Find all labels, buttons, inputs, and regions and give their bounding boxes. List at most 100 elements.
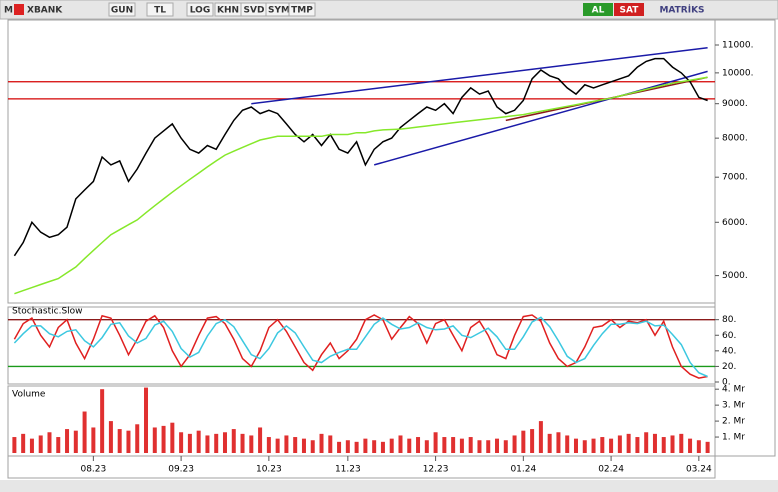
toolbar-button[interactable]: LOG [190, 6, 210, 16]
volume-bar [91, 427, 96, 453]
volume-bar [688, 438, 693, 453]
x-tick-label: 11.23 [335, 465, 361, 475]
volume-bar [372, 440, 377, 453]
toolbar-button[interactable]: SVD [244, 6, 265, 16]
trend-line [251, 46, 708, 105]
volume-bar [73, 430, 78, 453]
panel-title: Stochastic.Slow [12, 307, 83, 317]
volume-bar [670, 435, 675, 453]
volume-bar [29, 438, 34, 453]
volume-bar [328, 435, 333, 453]
series-line [13, 57, 708, 257]
volume-bar [495, 438, 500, 453]
volume-bar [486, 440, 491, 453]
volume-bar [617, 435, 622, 453]
buy-button[interactable]: AL [592, 6, 605, 16]
volume-bar [196, 430, 201, 453]
y-tick-label: 11000. [722, 41, 754, 51]
volume-bar [108, 421, 113, 453]
volume-bar [144, 387, 149, 453]
volume-bar [275, 438, 280, 453]
volume-bar [389, 438, 394, 453]
value-axis [714, 19, 776, 457]
symbol[interactable]: XBANK [27, 6, 63, 16]
volume-bar [126, 430, 131, 453]
y-tick-label: 4. Mr [722, 385, 745, 395]
volume-bar [152, 427, 157, 453]
y-tick-label: 2. Mr [722, 417, 745, 427]
volume-bar [187, 433, 192, 453]
trend-line [373, 70, 708, 166]
volume-bar [222, 432, 227, 453]
volume-bar [65, 429, 70, 453]
volume-bar [266, 437, 271, 453]
volume-bar [135, 424, 140, 453]
y-tick-label: 20. [722, 362, 736, 372]
volume-bar [424, 440, 429, 453]
volume-bar [538, 421, 543, 453]
volume-bar [117, 429, 122, 453]
toolbar-button-bg [288, 2, 316, 17]
y-tick-label: 9000. [722, 99, 748, 109]
scrollbar[interactable] [0, 480, 778, 492]
y-tick-label: 5000. [722, 271, 748, 281]
sell-button[interactable]: SAT [620, 6, 640, 16]
volume-bar [56, 437, 61, 453]
x-tick-label: 01.24 [510, 465, 536, 475]
volume-bar [345, 440, 350, 453]
volume-bar [600, 437, 605, 453]
toolbar-button[interactable]: SYM [268, 6, 290, 16]
volume-bar [293, 437, 298, 453]
toolbar-button-bg [146, 2, 174, 17]
volume-bar [556, 432, 561, 453]
volume-bar [380, 441, 385, 453]
volume-bar [100, 389, 105, 453]
volume-bar [512, 435, 517, 453]
volume-bar [635, 437, 640, 453]
volume-bar [47, 432, 52, 453]
volume-bar [696, 440, 701, 453]
volume-bar [301, 438, 306, 453]
toolbar-button[interactable]: TMP [291, 6, 313, 16]
volume-bar [82, 411, 87, 453]
series-line [14, 76, 708, 295]
y-tick-label: 40. [722, 346, 736, 356]
buy-button-bg [583, 3, 613, 16]
volume-bar [407, 438, 412, 453]
symbol-icon [14, 4, 24, 15]
volume-bar [416, 437, 421, 453]
series-line [13, 316, 708, 378]
volume-bar [530, 429, 535, 453]
volume-bar [319, 433, 324, 453]
toolbar-button[interactable]: TL [154, 6, 166, 16]
toolbar-button[interactable]: GUN [111, 6, 133, 16]
series-line [13, 314, 708, 379]
volume-bar [38, 435, 43, 453]
volume-bar [451, 437, 456, 453]
x-tick-label: 08.23 [80, 465, 106, 475]
volume-bar [591, 438, 596, 453]
volume-bar [565, 435, 570, 453]
toolbar-button[interactable]: KHN [217, 6, 239, 16]
y-tick-label: 7000. [722, 173, 748, 183]
volume-bar [626, 433, 631, 453]
volume-bar [205, 435, 210, 453]
y-tick-label: 6000. [722, 218, 748, 228]
volume-bar [161, 425, 166, 453]
volume-bar [582, 440, 587, 453]
logo: M [4, 6, 13, 16]
volume-bar [258, 427, 263, 453]
y-tick-label: 8000. [722, 134, 748, 144]
volume-bar [240, 433, 245, 453]
volume-bar [21, 433, 26, 453]
x-tick-label: 02.24 [598, 465, 624, 475]
x-tick-label: 10.23 [256, 465, 282, 475]
toolbar-button-bg [108, 2, 136, 17]
date-axis [7, 455, 716, 479]
volume-bar [679, 433, 684, 453]
volume-bar [661, 437, 666, 453]
y-tick-label: 1. Mr [722, 433, 745, 443]
volume-bar [337, 441, 342, 453]
